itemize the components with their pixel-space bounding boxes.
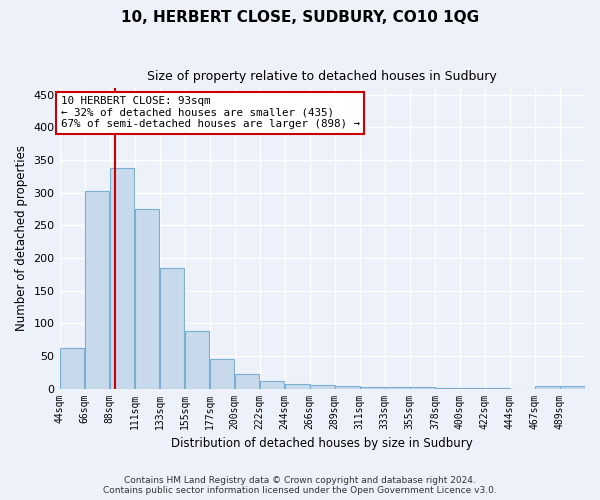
Bar [560,386,585,388]
Title: Size of property relative to detached houses in Sudbury: Size of property relative to detached ho… [148,70,497,83]
Bar [310,386,335,388]
Bar [335,386,359,388]
Bar [360,386,385,388]
Text: 10 HERBERT CLOSE: 93sqm
← 32% of detached houses are smaller (435)
67% of semi-d: 10 HERBERT CLOSE: 93sqm ← 32% of detache… [61,96,359,130]
Bar [260,380,284,388]
Text: 10, HERBERT CLOSE, SUDBURY, CO10 1QG: 10, HERBERT CLOSE, SUDBURY, CO10 1QG [121,10,479,25]
Bar [210,358,235,388]
Bar [85,191,109,388]
Bar [285,384,310,388]
Bar [110,168,134,388]
Bar [160,268,184,388]
Bar [235,374,259,388]
Bar [535,386,560,388]
Y-axis label: Number of detached properties: Number of detached properties [15,146,28,332]
Bar [135,209,160,388]
Text: Contains HM Land Registry data © Crown copyright and database right 2024.
Contai: Contains HM Land Registry data © Crown c… [103,476,497,495]
Bar [185,331,209,388]
Bar [60,348,85,389]
X-axis label: Distribution of detached houses by size in Sudbury: Distribution of detached houses by size … [172,437,473,450]
